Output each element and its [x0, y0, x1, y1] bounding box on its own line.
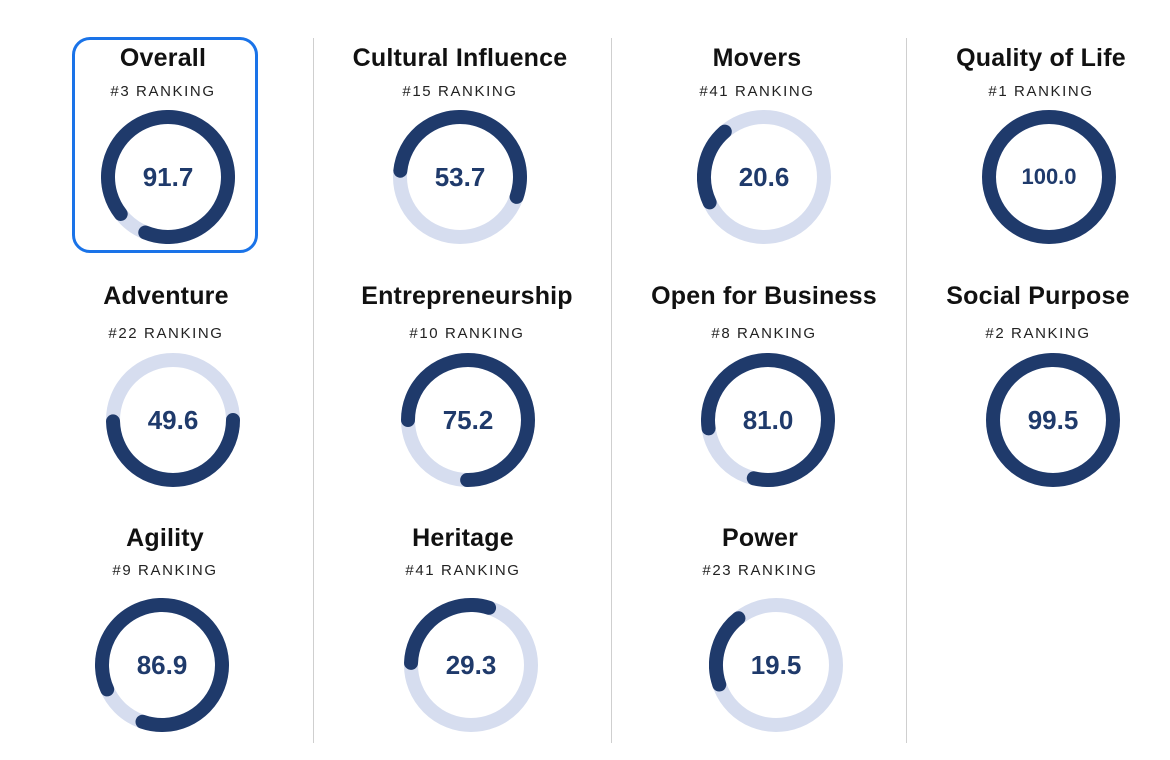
score-card-heritage[interactable]: Heritage #41 RANKING 29.3 [318, 520, 608, 760]
score-card-entrepreneurship[interactable]: Entrepreneurship #10 RANKING 75.2 [322, 280, 612, 520]
column-divider [313, 38, 314, 743]
donut-chart [986, 353, 1120, 487]
card-ranking: #9 RANKING [112, 562, 218, 579]
score-value: 81.0 [742, 405, 794, 435]
score-value: 100.0 [1021, 164, 1077, 189]
ring-progress [95, 598, 229, 732]
card-ranking: #23 RANKING [702, 562, 818, 579]
score-ring: 19.5 [709, 598, 843, 732]
score-value: 75.2 [442, 405, 494, 435]
card-ranking: #1 RANKING [988, 83, 1094, 100]
card-ranking: #22 RANKING [108, 325, 224, 342]
ring-progress [697, 110, 831, 244]
score-card-adventure[interactable]: Adventure #22 RANKING 49.6 [21, 280, 311, 520]
ring-progress [709, 598, 843, 732]
card-title: Adventure [103, 282, 229, 310]
score-ring: 53.7 [393, 110, 527, 244]
score-card-movers[interactable]: Movers #41 RANKING 20.6 [612, 40, 902, 280]
ring-progress [393, 110, 527, 244]
donut-chart [982, 110, 1116, 244]
card-title: Overall [119, 44, 207, 72]
score-card-social-purpose[interactable]: Social Purpose #2 RANKING 99.5 [906, 280, 1170, 520]
score-card-quality-of-life[interactable]: Quality of Life #1 RANKING 100.0 [896, 40, 1170, 280]
ring-progress [404, 598, 538, 732]
selected-card-highlight[interactable] [72, 37, 258, 253]
column-divider [906, 38, 907, 743]
donut-chart [106, 353, 240, 487]
score-value: 53.7 [434, 162, 486, 192]
score-value: 99.5 [1027, 405, 1079, 435]
donut-chart [393, 110, 527, 244]
score-value: 86.9 [136, 650, 188, 680]
score-value: 19.5 [750, 650, 802, 680]
card-title: Entrepreneurship [361, 282, 573, 310]
score-ring: 91.7 [101, 110, 235, 244]
score-value: 91.7 [142, 162, 194, 192]
card-title: Quality of Life [956, 44, 1126, 72]
ring-progress [401, 353, 535, 487]
score-value: 20.6 [738, 162, 790, 192]
score-value: 49.6 [147, 405, 199, 435]
donut-chart [404, 598, 538, 732]
card-ranking: #8 RANKING [711, 325, 817, 342]
card-ranking: #2 RANKING [985, 325, 1091, 342]
card-title: Social Purpose [946, 282, 1130, 310]
score-ring: 75.2 [401, 353, 535, 487]
donut-chart [697, 110, 831, 244]
card-title: Heritage [412, 524, 514, 552]
score-ring: 99.5 [986, 353, 1120, 487]
donut-chart [709, 598, 843, 732]
card-ranking: #41 RANKING [405, 562, 521, 579]
card-ranking: #41 RANKING [699, 83, 815, 100]
score-card-cultural-influence[interactable]: Cultural Influence #15 RANKING 53.7 [315, 40, 605, 280]
score-ring: 100.0 [982, 110, 1116, 244]
card-title: Agility [126, 524, 204, 552]
card-title: Power [721, 524, 799, 552]
score-card-overall[interactable]: Overall #3 RANKING 91.7 [18, 40, 308, 280]
card-ranking: #10 RANKING [409, 325, 525, 342]
score-ring: 29.3 [404, 598, 538, 732]
ring-progress [982, 110, 1116, 244]
score-ring: 81.0 [701, 353, 835, 487]
donut-chart [101, 110, 235, 244]
card-ranking: #15 RANKING [402, 83, 518, 100]
score-value: 29.3 [445, 650, 497, 680]
card-title: Movers [712, 44, 802, 72]
score-ring: 20.6 [697, 110, 831, 244]
score-card-power[interactable]: Power #23 RANKING 19.5 [615, 520, 905, 760]
donut-chart [401, 353, 535, 487]
donut-chart [95, 598, 229, 732]
score-card-open-for-business[interactable]: Open for Business #8 RANKING 81.0 [619, 280, 909, 520]
ring-progress [101, 110, 235, 244]
score-ring: 49.6 [106, 353, 240, 487]
donut-chart [701, 353, 835, 487]
score-ring: 86.9 [95, 598, 229, 732]
column-divider [611, 38, 612, 743]
card-ranking: #3 RANKING [110, 83, 216, 100]
score-card-agility[interactable]: Agility #9 RANKING 86.9 [20, 520, 310, 760]
ring-progress [701, 353, 835, 487]
card-title: Cultural Influence [352, 44, 568, 72]
ring-progress [106, 353, 240, 487]
ring-progress [986, 353, 1120, 487]
card-title: Open for Business [651, 282, 877, 310]
